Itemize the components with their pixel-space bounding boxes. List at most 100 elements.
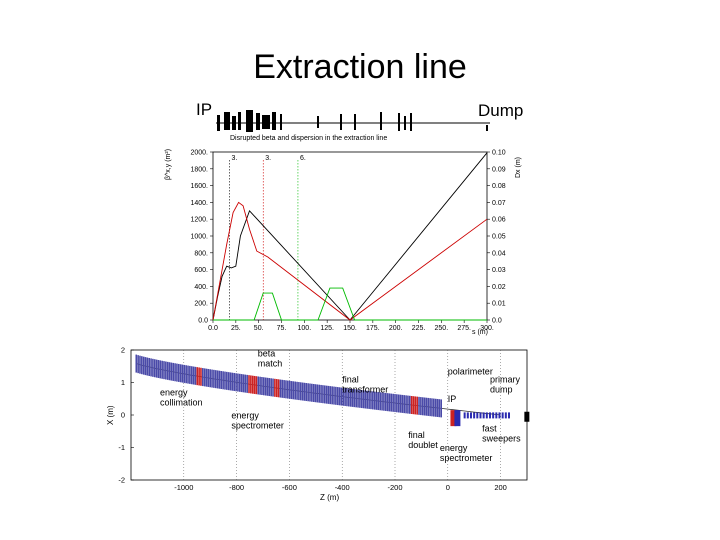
- beamline-element: [414, 396, 417, 415]
- beamline-element: [427, 397, 430, 416]
- beamline-element: [248, 375, 250, 394]
- beamline-element: [179, 364, 182, 383]
- top-chart-title: Disrupted beta and dispersion in the ext…: [230, 135, 387, 142]
- beamline-element: [433, 398, 435, 417]
- beamline-element: [364, 390, 367, 409]
- beamline-element: [288, 380, 291, 399]
- beamline-element: [296, 381, 298, 400]
- top-y-tick-label: 1200.: [190, 217, 208, 224]
- top-x-tick-label: 125.: [320, 325, 334, 332]
- top-chart-xlabel: s (m): [472, 329, 488, 336]
- beamline-element: [381, 392, 383, 411]
- beamline-element: [429, 398, 431, 417]
- annotation-label: polarimeter: [448, 366, 493, 376]
- bottom-chart-annotations: betamatchfinaltransformerpolarimeterprim…: [160, 349, 521, 463]
- beamline-element: [192, 366, 195, 385]
- beamline-element: [213, 369, 215, 388]
- beamline-element: [359, 389, 361, 408]
- beamline-element: [198, 367, 200, 386]
- beamline-element: [139, 355, 141, 374]
- beamline-element: [272, 378, 274, 397]
- beamline-element: [436, 398, 439, 417]
- beamline-element: [388, 393, 391, 412]
- beamline-element: [390, 393, 393, 412]
- extraction-element: [501, 412, 504, 419]
- beamline-element: [423, 397, 426, 416]
- annotation-label: sweepers: [482, 433, 521, 443]
- extraction-element: [463, 412, 466, 419]
- beamline-element: [322, 385, 324, 404]
- bottom-chart-x-ticks: -1000 -800 -600 -400 -200 0 200: [174, 483, 507, 492]
- beamline-element: [279, 379, 282, 398]
- beamline-element-strip: [216, 110, 490, 132]
- beamline-element: [323, 385, 326, 404]
- top-y-tick-label: 800.: [194, 250, 208, 257]
- bottom-x-tick-label: 200: [494, 483, 507, 492]
- annotation-label: transformer: [342, 385, 388, 395]
- beamline-element: [144, 357, 147, 376]
- beamline-element: [348, 388, 350, 407]
- beamline-element: [277, 379, 280, 398]
- top-chart-frame: [212, 151, 488, 321]
- beamline-element: [316, 384, 319, 403]
- beamline-element: [403, 395, 406, 414]
- bottom-chart-beamline: [135, 354, 530, 427]
- beamline-element: [373, 391, 376, 410]
- beamline-element: [290, 381, 293, 400]
- beamline-element: [368, 390, 370, 409]
- beamline-element: [383, 392, 385, 411]
- beamline-element: [336, 387, 339, 406]
- beamline-element: [224, 371, 226, 390]
- beamline-element: [340, 387, 343, 406]
- top-x-tick-label: 50.: [254, 325, 264, 332]
- top-chart-y2-ticks: 0.0 0.01 0.02 0.03 0.04 0.05 0.06 0.07 0.08 0.09 0…: [492, 150, 506, 325]
- beamline-element: [227, 372, 230, 391]
- extraction-element: [507, 412, 510, 419]
- beamline-element: [325, 385, 328, 404]
- extraction-element: [504, 412, 507, 419]
- top-series-line-1: [212, 201, 488, 321]
- beamline-element: [397, 394, 400, 413]
- beamline-element: [168, 362, 171, 381]
- beamline-element: [209, 369, 211, 388]
- beamline-element: [407, 395, 409, 414]
- beamline-element: [246, 374, 248, 393]
- beta-dispersion-chart: 3. 3. 6. 0.0 200. 400. 600. 800. 1000. 1200. 1400…: [165, 149, 522, 336]
- beamline-element: [418, 396, 420, 415]
- beamline-element: [377, 392, 380, 411]
- annotation-label: collimation: [160, 398, 203, 408]
- beamline-element: [237, 373, 239, 392]
- extraction-element: [473, 412, 476, 419]
- extraction-element: [492, 412, 495, 419]
- top-marker-label: 3.: [231, 155, 237, 162]
- top-y-tick-label: 1600.: [190, 183, 208, 190]
- top-y2-tick-label: 0.02: [492, 284, 506, 291]
- top-y2-tick-label: 0.06: [492, 217, 506, 224]
- top-x-tick-label: 100.: [298, 325, 312, 332]
- bottom-y-tick-label: -1: [118, 443, 125, 452]
- beamline-element: [309, 383, 311, 402]
- top-x-tick-label: 175.: [366, 325, 380, 332]
- top-y2-tick-label: 0.04: [492, 250, 506, 257]
- beamline-element: [408, 395, 411, 414]
- beamline-element: [298, 382, 300, 401]
- beamline-element: [438, 399, 441, 418]
- beamline-element: [189, 365, 191, 384]
- beamline-element: [170, 362, 173, 381]
- beamline-element: [344, 387, 346, 406]
- top-x-tick-label: 0.0: [208, 325, 218, 332]
- beamline-element: [270, 378, 272, 397]
- beamline-element: [159, 360, 162, 379]
- beamline-element: [202, 368, 204, 387]
- beamline-element: [163, 361, 165, 380]
- beamline-element: [240, 374, 243, 393]
- beamline-element: [283, 380, 285, 399]
- top-y2-tick-label: 0.0: [492, 318, 502, 325]
- annotation-label: energy: [160, 388, 188, 398]
- beamline-element: [146, 357, 149, 376]
- beamline-element: [372, 391, 374, 410]
- beamline-element: [177, 363, 180, 382]
- beamline-element: [172, 362, 175, 381]
- top-chart-grid: [210, 151, 490, 323]
- beamline-element: [410, 395, 413, 414]
